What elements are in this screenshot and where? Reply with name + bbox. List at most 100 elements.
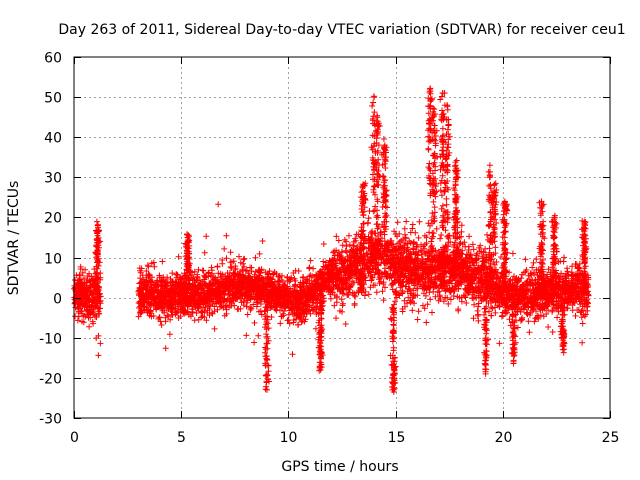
data-point-marker: [475, 311, 482, 318]
data-point-marker: [306, 265, 313, 272]
data-point-marker: [402, 231, 408, 238]
data-point-marker: [159, 258, 166, 265]
data-point-marker: [530, 259, 537, 266]
data-point-marker: [286, 320, 293, 327]
data-point-marker: [475, 317, 482, 324]
data-point-marker: [498, 313, 505, 320]
data-point-marker: [342, 321, 349, 327]
data-point-marker: [549, 329, 556, 335]
data-point-marker: [227, 249, 234, 256]
data-point-marker: [459, 247, 466, 254]
data-point-marker: [338, 296, 345, 303]
data-point-marker: [150, 313, 157, 319]
data-point-marker: [466, 233, 473, 240]
data-point-marker: [247, 264, 254, 271]
data-point-marker: [401, 297, 408, 304]
data-point-marker: [579, 339, 586, 346]
data-point-marker: [97, 340, 104, 347]
data-point-marker: [415, 234, 422, 241]
data-point-marker: [74, 317, 81, 324]
data-point-marker: [509, 250, 516, 257]
data-point-marker: [569, 307, 576, 314]
data-point-marker: [243, 332, 250, 339]
data-point-marker: [471, 301, 478, 308]
data-point-marker: [211, 325, 218, 332]
data-point-marker: [423, 319, 430, 326]
data-point-marker: [223, 255, 230, 262]
data-point-marker: [346, 232, 352, 239]
data-point-marker: [256, 250, 263, 257]
data-point-marker: [175, 253, 182, 260]
data-point-marker: [201, 249, 208, 256]
data-point-marker: [560, 258, 567, 265]
data-point-marker: [486, 308, 492, 315]
data-point-marker: [167, 316, 174, 323]
data-point-marker: [156, 314, 163, 321]
data-point-marker: [578, 314, 585, 321]
data-point-marker: [394, 219, 401, 226]
data-point-marker: [429, 309, 435, 316]
data-point-marker: [572, 312, 579, 319]
data-point-marker: [241, 263, 248, 270]
data-point-marker: [531, 318, 538, 325]
data-point-marker: [409, 307, 416, 314]
data-point-marker: [165, 313, 172, 320]
data-point-marker: [335, 237, 342, 244]
data-point-marker: [427, 296, 434, 303]
data-point-marker: [307, 257, 314, 264]
data-point-marker: [401, 225, 408, 232]
data-point-marker: [484, 231, 490, 238]
data-point-marker: [529, 264, 536, 271]
data-point-marker: [492, 309, 499, 316]
data-point-marker: [307, 310, 314, 317]
data-point-marker: [174, 272, 181, 279]
data-point-marker: [437, 235, 444, 242]
data-point-marker: [166, 331, 173, 338]
data-point-marker: [240, 256, 247, 263]
data-point-marker: [162, 345, 169, 352]
data-point-marker: [289, 351, 296, 358]
data-point-marker: [191, 317, 198, 324]
data-point-marker: [474, 307, 481, 314]
data-point-marker: [320, 241, 327, 247]
data-point-marker: [404, 300, 410, 307]
data-point-marker: [234, 306, 241, 313]
data-point-marker: [463, 300, 470, 306]
data-point-marker: [533, 256, 540, 263]
data-point-marker: [72, 313, 79, 320]
data-point-marker: [421, 245, 428, 252]
data-point-marker: [421, 305, 428, 312]
data-point-marker: [545, 324, 552, 330]
data-point-marker: [236, 253, 242, 260]
data-point-marker: [440, 298, 447, 305]
data-point-marker: [164, 312, 171, 319]
data-point-marker: [251, 319, 258, 326]
data-point-marker: [496, 340, 503, 347]
data-point-marker: [244, 311, 251, 318]
data-point-marker: [415, 308, 422, 315]
data-point-marker: [352, 293, 359, 300]
data-point-marker: [258, 311, 265, 318]
data-point-marker: [221, 245, 228, 252]
data-point-marker: [569, 263, 576, 270]
data-point-marker: [525, 318, 532, 325]
data-point-marker: [450, 293, 457, 299]
data-point-marker: [95, 352, 102, 359]
data-point-marker: [433, 225, 440, 232]
data-point-marker: [554, 314, 561, 321]
data-point-marker: [373, 289, 380, 296]
data-point-marker: [436, 288, 443, 295]
data-point-marker: [268, 314, 275, 320]
data-point-marker: [86, 323, 93, 330]
data-points: [71, 85, 592, 395]
data-point-marker: [259, 238, 266, 244]
data-point-marker: [228, 265, 235, 271]
data-point-marker: [405, 294, 412, 301]
data-point-marker: [203, 317, 210, 324]
data-point-marker: [169, 270, 176, 277]
data-point-marker: [430, 230, 437, 237]
data-point-marker: [475, 303, 482, 310]
data-point-marker: [255, 332, 262, 339]
data-point-marker: [526, 329, 533, 336]
